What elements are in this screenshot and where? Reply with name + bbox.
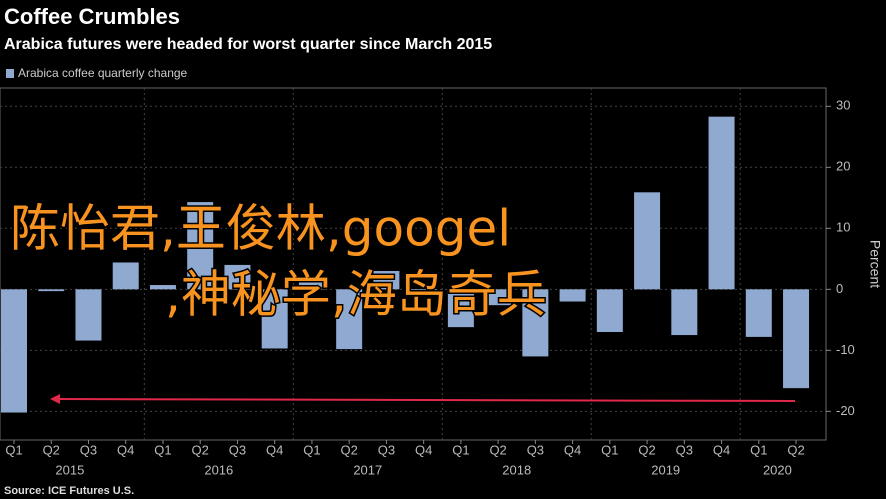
- x-year-label: 2019: [651, 462, 680, 477]
- bar: [634, 192, 661, 290]
- x-tick-label: Q4: [713, 442, 730, 457]
- bar: [485, 289, 512, 306]
- bar: [708, 116, 735, 290]
- source: Source: ICE Futures U.S.: [4, 485, 134, 497]
- legend-swatch: [6, 69, 14, 78]
- bar: [112, 262, 139, 290]
- y-tick-label: 30: [836, 98, 850, 113]
- annotation-arrow: [55, 398, 796, 402]
- bar: [447, 289, 474, 328]
- plot: -20 -10 0 10 20 30 2015 2016 2017 2018 2019 2020 Q1 Q…: [0, 88, 855, 477]
- annotation-arrowhead: [50, 394, 60, 404]
- bar: [149, 285, 176, 290]
- x-tick-label: Q2: [340, 442, 357, 457]
- bar: [224, 264, 251, 290]
- bar: [596, 289, 623, 333]
- x-tick-label: Q4: [564, 442, 581, 457]
- bar: [783, 289, 810, 389]
- x-tick-label: Q2: [192, 442, 209, 457]
- x-tick-label: Q3: [527, 442, 544, 457]
- bar: [745, 289, 772, 337]
- x-tick-label: Q2: [43, 442, 60, 457]
- bar: [38, 289, 65, 292]
- x-tick-label: Q1: [303, 442, 320, 457]
- overlay-text: 陈怡君,王俊林,googel: [10, 200, 511, 258]
- x-tick-label: Q4: [117, 442, 134, 457]
- y-tick-label: 0: [836, 281, 843, 296]
- x-tick-label: Q1: [601, 442, 618, 457]
- bar: [187, 202, 214, 290]
- x-tick-label: Q1: [452, 442, 469, 457]
- y-tick-label: 10: [836, 220, 850, 235]
- x-year-label: 2016: [204, 462, 233, 477]
- bar: [559, 289, 586, 302]
- bar: [671, 289, 698, 336]
- plot-frame: [0, 87, 827, 441]
- x-tick-label: Q4: [266, 442, 283, 457]
- x-tick-label: Q3: [80, 442, 97, 457]
- x-year-label: 2017: [353, 462, 382, 477]
- legend-label: Arabica coffee quarterly change: [18, 66, 188, 80]
- bar: [336, 289, 363, 350]
- bar: [298, 280, 325, 290]
- x-tick-label: Q3: [229, 442, 246, 457]
- x-tick-label: Q1: [154, 442, 171, 457]
- bar: [410, 289, 437, 296]
- x-tick-label: Q1: [750, 442, 767, 457]
- x-tick-label: Q1: [5, 442, 22, 457]
- x-tick-label: Q2: [638, 442, 655, 457]
- x-tick-label: Q3: [676, 442, 693, 457]
- y-tick-label: -20: [836, 403, 855, 418]
- x-tick-label: Q4: [415, 442, 432, 457]
- x-tick-label: Q3: [378, 442, 395, 457]
- y-tick-label: 20: [836, 159, 850, 174]
- bar: [1, 289, 27, 413]
- x-tick-label: Q2: [489, 442, 506, 457]
- bar: [75, 289, 102, 341]
- overlay-text: ,神秘学,海岛奇兵: [165, 266, 547, 324]
- y-axis-label: Percent: [867, 240, 883, 288]
- bar: [522, 289, 549, 357]
- chart-subtitle: Arabica futures were headed for worst qu…: [4, 36, 492, 53]
- bar: [373, 271, 400, 290]
- x-year-label: 2015: [55, 462, 84, 477]
- chart-title: Coffee Crumbles: [4, 4, 180, 29]
- y-tick-label: -10: [836, 342, 855, 357]
- x-tick-label: Q2: [787, 442, 804, 457]
- x-year-label: 2018: [502, 462, 531, 477]
- bar: [261, 289, 288, 349]
- x-year-label: 2020: [763, 462, 792, 477]
